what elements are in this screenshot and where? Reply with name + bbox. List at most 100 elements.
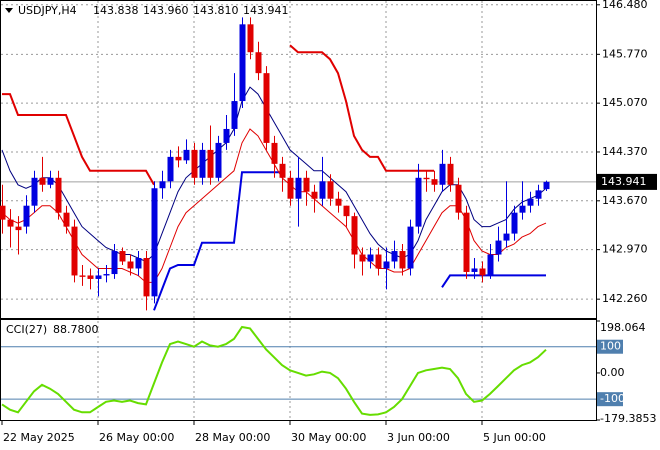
y-tick-label: 143.670 [602,194,648,207]
candle-body [79,275,86,277]
y-tick-label: 142.260 [602,292,648,305]
candle-body [191,149,198,178]
candle-body [87,275,94,279]
candle-body [7,219,14,227]
y-tick-label: 142.970 [602,243,648,256]
candle-body [295,177,302,199]
x-tick-label: 30 May 00:00 [291,431,366,444]
x-tick-label: 3 Jun 00:00 [387,431,450,444]
candle-body [359,254,366,262]
candle-body [255,52,262,74]
candle-body [231,101,238,129]
cci-line [1,325,547,416]
candle-body [183,149,190,161]
candle-body [519,205,526,213]
candle-body [103,274,110,276]
last-price-label: 143.941 [601,175,647,188]
candle-body [95,275,102,279]
candle-body [407,226,414,269]
candle-body [111,251,118,275]
candle-body [391,251,398,262]
candle-body [279,163,286,178]
chart-title: USDJPY,H4 [18,4,77,17]
candle-body [215,142,222,178]
candle-body [327,181,334,199]
indicator-line [153,171,546,311]
candle-body [23,205,30,227]
candle-body [471,268,478,272]
candle-body [543,181,550,190]
candle-body [31,177,38,206]
ohlc-value: 143.838 [93,4,139,17]
candle-body [55,177,62,213]
candle-body [151,188,158,297]
candle-body [207,149,214,178]
candle-body [383,261,390,269]
candle-body [71,226,78,276]
candle-body [223,128,230,143]
level-label-box [597,392,623,407]
indicator-line [2,44,434,186]
candle-body [47,177,54,185]
candle-body [0,205,6,220]
candle-body [135,258,142,269]
candle-body [375,254,382,269]
candle-body [127,261,134,269]
indicator-value: 88.7800 [53,323,99,336]
x-tick-label: 22 May 2025 [3,431,75,444]
x-tick-label: 5 Jun 00:00 [483,431,546,444]
candle-body [119,251,126,262]
menu-triangle [5,8,13,13]
candle-body [511,212,518,234]
y-tick-label: 145.770 [602,47,648,60]
candle-body [167,156,174,182]
candle-body [319,181,326,199]
y2-tick-label: 0.00 [600,366,625,379]
y-tick-label: 145.070 [602,96,648,109]
candle-body [495,240,502,255]
candle-body [15,226,22,231]
indicator-line [1,86,547,263]
candle-body [423,177,430,180]
candle-body [343,205,350,217]
y-tick-label: 146.480 [602,0,648,11]
x-tick-label: 26 May 00:00 [99,431,174,444]
candle-body [415,177,422,227]
candle-body [399,251,406,269]
candle-body [367,254,374,262]
candle-body [463,212,470,272]
candle-body [39,177,46,185]
level-label-box [597,339,623,354]
candle-body [447,163,454,185]
y2-tick-label: 100 [600,340,621,353]
candle-body [159,181,166,189]
y-tick-label: 144.370 [602,145,648,158]
candle-body [311,191,318,199]
y2-tick-label: -179.3853 [600,412,656,425]
y2-tick-label: 198.064 [600,321,646,334]
candle-body [303,177,310,192]
candle-body [527,198,534,206]
candle-body [239,24,246,102]
candle-body [247,24,254,53]
candle-body [199,149,206,178]
last-price-box [597,173,657,190]
candle-body [263,73,270,143]
candle-body [439,163,446,185]
indicator-name: CCI(27) [6,323,47,336]
ohlc-value: 143.810 [193,4,239,17]
ohlc-value: 143.941 [243,4,289,17]
candle-body [271,142,278,164]
cci-panel [0,319,597,421]
candle-body [503,233,510,241]
ohlc-value: 143.960 [143,4,189,17]
candle-body [351,216,358,255]
candle-body [175,156,182,161]
candle-body [487,254,494,276]
x-tick-label: 28 May 00:00 [195,431,270,444]
candle-body [335,198,342,206]
y2-tick-label: -100 [600,392,625,405]
candle-body [287,177,294,199]
